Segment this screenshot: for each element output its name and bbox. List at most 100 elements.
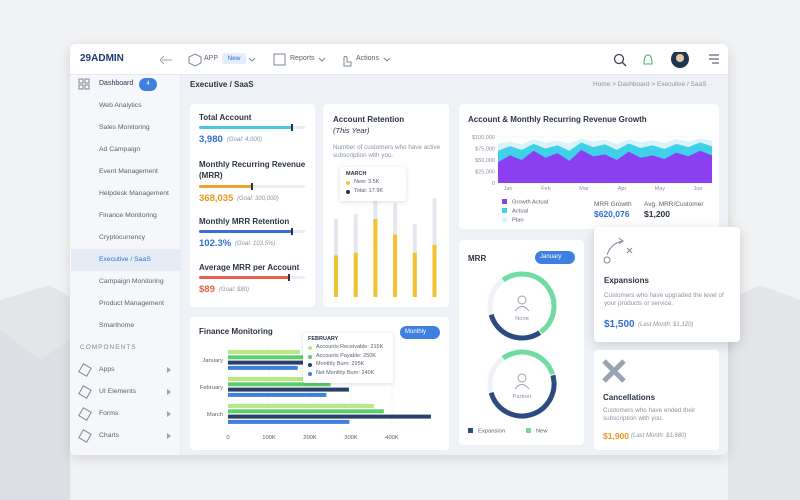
sidebar-item[interactable]: Sales Monitoring xyxy=(99,124,150,131)
legend-swatch xyxy=(526,428,531,433)
legend-dot xyxy=(346,181,350,185)
sidebar-item[interactable]: Smarthome xyxy=(99,322,135,329)
progress-marker xyxy=(251,183,253,190)
new-bar xyxy=(353,252,358,297)
sidebar-item[interactable]: Web Analytics xyxy=(99,102,142,109)
retention-chart xyxy=(334,198,437,297)
legend-label: Actual xyxy=(512,209,528,215)
user-icon xyxy=(514,384,530,390)
bar xyxy=(228,387,349,392)
revenue-chart: 0 $25,000 $50,000 $75,000 $100,000 Jan Feb Mar A… xyxy=(472,135,712,224)
card-title: Expansions xyxy=(604,276,649,285)
reports-menu[interactable]: Reports xyxy=(290,55,315,62)
chevron xyxy=(167,367,171,373)
y-tick-label: March xyxy=(207,412,223,418)
tooltip-line: Monthly Burn: 295K xyxy=(316,361,365,367)
expansions-card xyxy=(594,227,740,342)
brand[interactable]: 29ADMIN xyxy=(80,53,124,64)
sidebar-item[interactable]: Cryptocurrency xyxy=(99,234,146,241)
legend-label: Expansion xyxy=(478,429,505,435)
sidebar-item[interactable]: Campaign Monitoring xyxy=(99,278,164,285)
app-menu[interactable]: APP xyxy=(204,55,219,62)
retention-card xyxy=(323,104,449,307)
legend-swatch xyxy=(502,208,507,213)
progress-bar xyxy=(199,276,290,279)
donut-segment xyxy=(488,313,542,341)
legend-dot xyxy=(308,363,312,367)
tooltip-line: Accounts Receivable: 215K xyxy=(316,344,384,350)
stat-value: $1,200 xyxy=(644,209,670,219)
bar xyxy=(228,419,350,424)
sidebar-item[interactable]: Event Management xyxy=(99,168,158,175)
x-tick-label: 0 xyxy=(226,435,229,441)
card-description: Number of customers who have active subs… xyxy=(333,144,441,159)
x-tick-label: 400K xyxy=(385,435,399,441)
new-bar xyxy=(412,252,417,297)
new-bar xyxy=(393,234,398,297)
donut-label: None xyxy=(515,316,529,322)
sidebar-item[interactable]: Forms xyxy=(99,410,119,417)
kpi-title: Total Account xyxy=(199,113,252,122)
card-title: Account Retention xyxy=(333,115,405,124)
sidebar-item[interactable]: Executive / SaaS xyxy=(99,256,151,263)
tooltip-line: Accounts Payable: 250K xyxy=(316,352,376,359)
topbar-icons xyxy=(160,52,719,68)
topbar xyxy=(70,44,728,75)
bar xyxy=(228,365,298,370)
x-tick-label: Jun xyxy=(694,186,703,192)
cancellations-icon xyxy=(602,359,626,383)
mrr-chart: None Partner Expansion New xyxy=(468,271,557,435)
progress-marker xyxy=(291,124,293,131)
bell-icon[interactable] xyxy=(643,54,653,65)
kpi-value: 3,980 xyxy=(199,134,223,145)
menu-icon[interactable] xyxy=(709,54,719,64)
sidebar-item[interactable]: Apps xyxy=(99,366,115,373)
legend-label: New xyxy=(536,429,548,435)
dashboard-link[interactable]: Dashboard xyxy=(99,80,134,87)
kpi-value: 102.3% xyxy=(199,238,232,249)
active-highlight xyxy=(71,249,180,271)
expansion-value: $1,500 xyxy=(604,319,635,330)
donut-label: Partner xyxy=(512,394,531,400)
cancellation-value: $1,900 xyxy=(603,431,629,441)
chevron xyxy=(167,389,171,395)
collapse-icon[interactable] xyxy=(160,55,172,65)
stat-value: $620,076 xyxy=(594,209,630,219)
legend-dot xyxy=(308,354,312,359)
sidebar-item[interactable]: Product Management xyxy=(99,300,164,307)
sidebar-item[interactable]: Finance Monitoring xyxy=(99,212,157,219)
x-tick-label: 300K xyxy=(344,435,358,441)
sidebar-item[interactable]: Helpdesk Management xyxy=(99,190,169,197)
chevron xyxy=(248,57,256,62)
card-title: Finance Monitoring xyxy=(199,327,273,336)
x-tick-label: Apr xyxy=(618,186,627,192)
card-title: Cancellations xyxy=(603,393,656,402)
tooltip-line: New: 3.5K xyxy=(354,179,380,185)
dropdown[interactable]: Monthly xyxy=(400,326,440,339)
y-tick-label: January xyxy=(202,358,223,364)
progress-marker xyxy=(291,228,293,235)
sidebar-item[interactable]: UI Elements xyxy=(99,388,137,395)
section-heading: COMPONENTS xyxy=(80,344,137,351)
dropdown[interactable]: January xyxy=(535,251,575,264)
tooltip-line: Total: 17.9K xyxy=(354,188,384,194)
sidebar-item[interactable]: Charts xyxy=(99,432,120,439)
bar xyxy=(228,404,374,408)
actions-menu[interactable]: Actions xyxy=(356,55,379,62)
search-icon[interactable] xyxy=(613,53,625,65)
legend-swatch xyxy=(502,217,507,222)
x-tick-label: Feb xyxy=(541,186,550,192)
app-badge: New xyxy=(222,53,246,64)
x-tick-label: May xyxy=(655,186,666,192)
x-tick-label: 100K xyxy=(262,435,276,441)
tooltip xyxy=(303,333,393,383)
new-bar xyxy=(432,245,437,297)
reports-icon xyxy=(273,53,286,66)
progress-bar xyxy=(199,126,293,129)
sidebar-item[interactable]: Ad Campaign xyxy=(99,146,141,153)
x-tick-label: Jan xyxy=(504,186,513,192)
bar xyxy=(228,414,431,419)
bar xyxy=(228,360,378,365)
chevron xyxy=(167,411,171,417)
expansion-last: (Last Month: $1,120) xyxy=(638,322,694,328)
